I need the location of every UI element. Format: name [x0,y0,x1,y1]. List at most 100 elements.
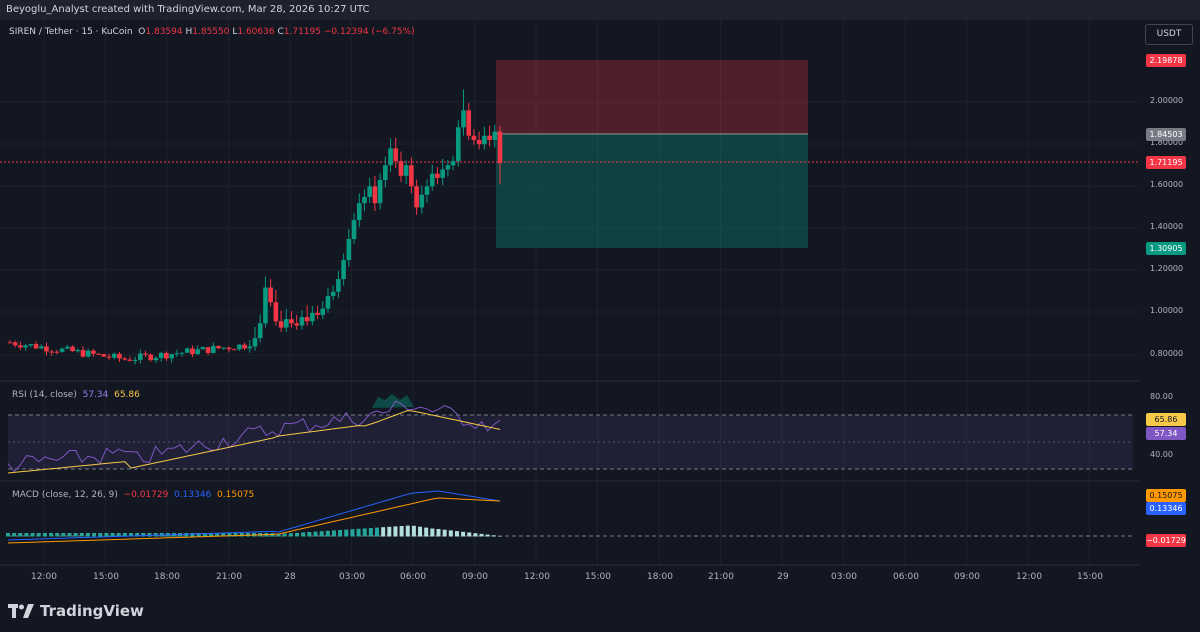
candle [205,347,211,356]
candle [190,345,195,358]
macd-signal-label: 0.15075 [1146,489,1186,502]
candle [315,306,320,320]
brand-name: TradingView [40,602,144,620]
macd-histogram-bar [325,530,330,537]
candle [429,164,435,191]
rsi-legend[interactable]: RSI (14, close) 57.34 65.86 [12,390,140,400]
macd-histogram-bar [208,533,213,537]
chart-credit: Beyoglu_Analyst created with TradingView… [6,4,370,15]
currency-button[interactable]: USDT [1145,24,1193,45]
signal-line [7,497,501,544]
candle [65,344,70,350]
candle [49,349,55,356]
macd-histogram-bar [129,533,133,537]
macd-histogram-bar [233,533,238,537]
target-price-label: 1.30905 [1146,242,1186,255]
candle [367,177,372,204]
candle [497,126,503,185]
macd-histogram-bar [399,526,404,537]
footer-bar: TradingView [0,594,1200,632]
macd-histogram-bar [73,533,78,537]
candle [200,346,206,350]
macd-histogram-bar [116,533,121,537]
candle [466,102,472,141]
stop-loss-zone[interactable] [496,60,808,134]
candle [461,89,466,136]
candle [377,173,383,210]
tradingview-logo[interactable]: TradingView [8,602,144,620]
macd-histogram-bar [12,533,17,537]
candle [143,350,148,358]
macd-legend[interactable]: MACD (close, 12, 26, 9) −0.01729 0.13346… [12,490,254,500]
symbol-legend[interactable]: SIREN / Tether · 15 · KuCoin O1.83594 H1… [9,27,415,37]
macd-histogram-bar [375,527,379,537]
candle [80,346,86,358]
macd-histogram-bar [430,528,435,537]
candle [132,356,138,365]
candle [28,343,34,348]
macd-histogram-bar [301,532,306,537]
take-profit-zone[interactable] [496,134,808,248]
time-tick: 18:00 [647,572,673,582]
candle [398,151,404,182]
macd-histogram-bar [227,533,232,537]
macd-histogram-bar [424,527,429,537]
time-tick: 12:00 [31,572,57,582]
rsi-ma-value: 65.86 [114,390,140,400]
price-tick: 1.00000 [1150,306,1184,315]
macd-histogram-bar [55,533,60,537]
macd-histogram-bar [215,533,220,537]
macd-histogram-bar [92,533,97,537]
candle [44,342,49,356]
candle [252,327,258,351]
macd-value-label: 0.13346 [1146,502,1186,515]
tradingview-logo-icon [8,603,34,618]
candle [111,352,117,360]
time-tick: 21:00 [708,572,734,582]
candle [268,279,273,307]
price-chart[interactable] [0,20,1200,594]
price-tick: 2.00000 [1150,96,1184,105]
time-tick: 29 [777,572,789,582]
rsi-line [7,400,501,473]
macd-histogram-bar [448,530,453,537]
candle [455,119,461,167]
macd-histogram-bar [362,528,367,537]
macd-hist-label: −0.01729 [1146,534,1186,547]
candle [59,347,65,353]
candle [122,356,127,361]
candle [195,345,200,356]
macd-histogram-bar [36,533,41,537]
candle [304,305,310,326]
macd-histogram-bar [85,533,90,537]
macd-histogram-bar [418,526,423,537]
time-tick: 09:00 [462,572,488,582]
macd-line [7,490,501,541]
macd-histogram-bar [461,531,466,537]
macd-histogram-bar [387,526,392,537]
time-tick: 03:00 [831,572,857,582]
candle [106,353,112,361]
macd-histogram-bar [485,534,490,537]
close-value: 1.71195 [283,27,321,37]
candle [169,353,174,363]
chart-area[interactable]: SIREN / Tether · 15 · KuCoin O1.83594 H1… [0,20,1200,594]
high-value: 1.85550 [192,27,230,37]
price-tick: 1.20000 [1150,264,1184,273]
candle [341,253,346,286]
time-tick: 15:00 [1077,572,1103,582]
macd-histogram-bar [184,533,189,537]
candle [320,301,326,320]
macd-histogram-bar [498,536,502,537]
candle [127,356,133,362]
low-value: 1.60636 [237,27,275,37]
macd-histogram-bar [221,533,226,537]
macd-histogram-bar [6,533,10,537]
time-tick: 18:00 [154,572,180,582]
candle [419,185,425,214]
macd-histogram-bar [350,529,355,537]
candle [393,137,399,168]
candle [450,155,456,171]
macd-histogram-bar [282,533,287,537]
candle [409,157,414,194]
